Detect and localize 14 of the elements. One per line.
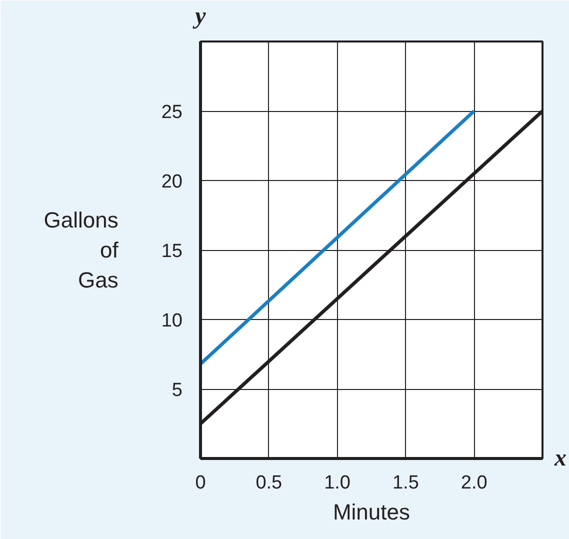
y-tick-label: 5 (172, 380, 183, 401)
y-tick-label: 25 (161, 102, 183, 123)
x-tick-label: 1.5 (392, 472, 419, 494)
y-tick-label: 10 (161, 310, 183, 332)
x-axis-title: Minutes (332, 500, 410, 524)
x-tick-label: 1.0 (324, 472, 351, 494)
y-tick-label: 20 (161, 172, 183, 192)
text: x (554, 446, 566, 472)
y-tick-label: 15 (161, 241, 183, 262)
x-tick-label: 0 (195, 472, 206, 494)
x-tick-label: 2.0 (460, 472, 488, 494)
text: y (192, 4, 206, 30)
y-axis-title: Gallons of Gas (44, 208, 120, 292)
x-tick-label: 0.5 (256, 472, 282, 494)
